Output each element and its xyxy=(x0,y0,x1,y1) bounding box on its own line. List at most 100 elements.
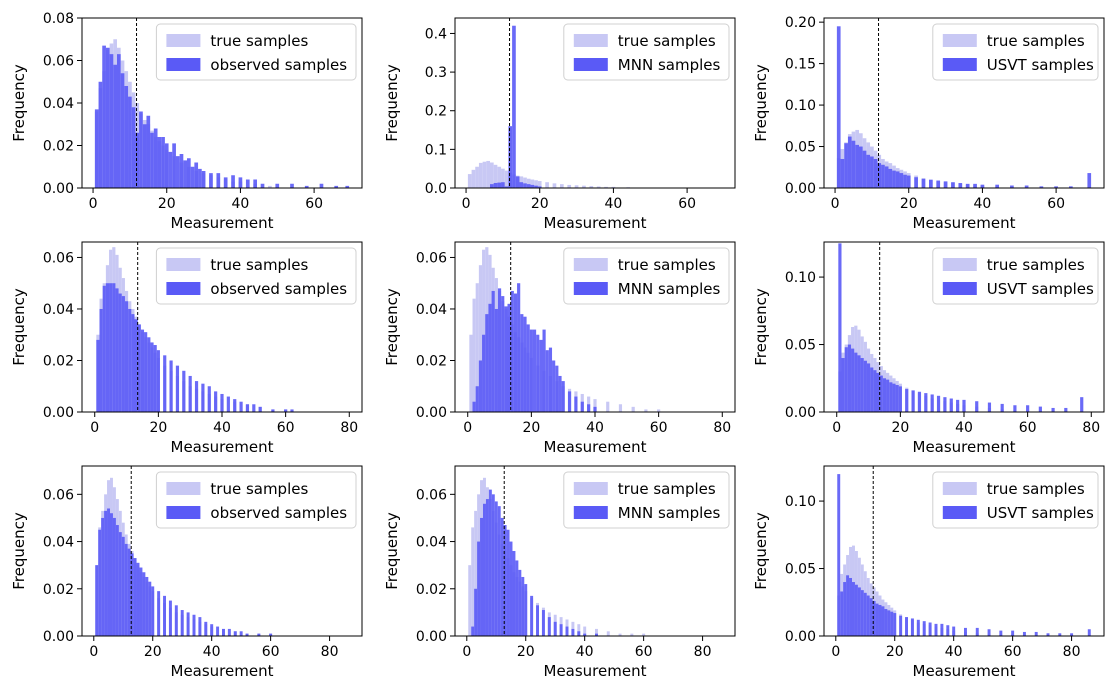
bar xyxy=(482,334,486,412)
bar xyxy=(319,183,324,188)
bar xyxy=(911,390,915,412)
x-tick-label: 40 xyxy=(974,196,992,212)
bar xyxy=(172,143,176,189)
bar xyxy=(860,358,864,412)
bar xyxy=(930,394,934,412)
bar xyxy=(890,611,894,636)
bar xyxy=(910,618,914,636)
legend-swatch xyxy=(573,258,608,271)
bar xyxy=(583,626,587,636)
bar xyxy=(486,160,490,188)
legend-swatch xyxy=(942,482,977,495)
series-comparison xyxy=(472,283,597,412)
bar xyxy=(497,288,502,412)
y-tick-label: 0.04 xyxy=(43,96,74,112)
bar xyxy=(201,383,205,412)
bar xyxy=(618,404,623,412)
bar xyxy=(494,501,498,636)
legend-label: true samples xyxy=(210,480,308,498)
bar xyxy=(526,324,530,412)
x-tick-label: 40 xyxy=(213,420,231,436)
bar xyxy=(127,548,131,636)
bar xyxy=(510,290,514,412)
bar xyxy=(501,182,505,188)
legend-swatch xyxy=(942,58,977,71)
bar xyxy=(209,173,213,189)
y-tick-label: 0.4 xyxy=(425,26,447,42)
bar xyxy=(98,529,102,636)
y-tick-label: 0.00 xyxy=(43,629,74,645)
bar xyxy=(194,162,199,188)
y-tick-label: 0.20 xyxy=(785,15,816,31)
bar xyxy=(135,132,140,188)
bar xyxy=(1026,405,1030,412)
bar xyxy=(843,582,847,636)
bar xyxy=(117,54,121,189)
bar xyxy=(198,168,202,189)
x-tick-label: 80 xyxy=(321,644,339,660)
y-tick-label: 0.05 xyxy=(785,338,816,354)
legend-label: true samples xyxy=(618,32,716,50)
series-comparison xyxy=(95,508,273,636)
bar xyxy=(1051,407,1055,412)
bar xyxy=(851,140,856,188)
bar xyxy=(962,399,966,412)
bar xyxy=(471,527,475,636)
bar xyxy=(253,179,257,188)
bar xyxy=(95,565,99,636)
bar xyxy=(837,474,841,636)
legend-label: true samples xyxy=(987,256,1085,274)
bar xyxy=(952,626,956,636)
series-comparison xyxy=(490,25,542,189)
bar xyxy=(1000,403,1004,412)
bar xyxy=(593,406,597,412)
bar xyxy=(872,600,876,636)
y-axis-label: Frequency xyxy=(383,512,401,590)
x-tick-label: 0 xyxy=(90,420,99,436)
x-tick-label: 20 xyxy=(531,196,549,212)
bar xyxy=(115,525,119,636)
bar xyxy=(220,393,224,412)
y-tick-label: 0.10 xyxy=(785,270,816,286)
x-tick-label: 80 xyxy=(713,420,731,436)
bar xyxy=(124,543,128,636)
bar xyxy=(136,562,140,636)
bar xyxy=(107,508,110,636)
legend-swatch xyxy=(942,282,977,295)
bar xyxy=(536,334,540,412)
bar xyxy=(866,363,871,412)
y-tick-label: 0.06 xyxy=(416,250,447,266)
bar xyxy=(1039,186,1044,188)
legend-label: observed samples xyxy=(210,280,347,298)
y-axis-label: Frequency xyxy=(383,288,401,366)
bar xyxy=(1046,633,1050,636)
bar xyxy=(1011,630,1015,636)
bar xyxy=(565,626,569,636)
bar xyxy=(198,617,202,636)
bar xyxy=(163,595,166,636)
legend-swatch xyxy=(166,506,201,519)
bar xyxy=(493,182,498,188)
bar xyxy=(130,553,134,636)
bar xyxy=(245,404,250,412)
bar xyxy=(472,298,476,412)
bar xyxy=(895,385,899,412)
bar xyxy=(231,175,235,188)
bar xyxy=(477,541,481,636)
bar xyxy=(223,177,228,189)
x-tick-label: 80 xyxy=(694,644,712,660)
bar xyxy=(892,383,896,412)
bar xyxy=(946,625,950,636)
y-axis-label: Frequency xyxy=(752,512,770,590)
bar xyxy=(1022,631,1026,636)
bar xyxy=(905,389,909,412)
bar xyxy=(922,621,926,636)
x-tick-label: 20 xyxy=(900,196,918,212)
bar xyxy=(537,186,542,188)
x-tick-label: 60 xyxy=(262,644,280,660)
legend: true samples USVT samples xyxy=(932,23,1099,81)
bar xyxy=(475,386,479,412)
bar xyxy=(884,166,889,188)
bar xyxy=(1024,185,1029,188)
